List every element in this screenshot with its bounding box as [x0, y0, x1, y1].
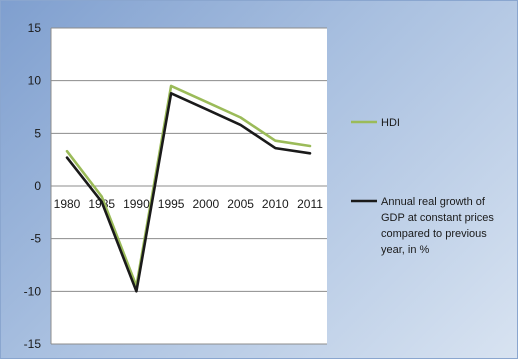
- x-tick-label: 2000: [193, 197, 220, 211]
- x-tick-label: 2010: [262, 197, 289, 211]
- y-tick-label: -10: [24, 284, 42, 298]
- legend-label-1-line: Annual real growth of: [381, 196, 486, 208]
- y-tick-label: 5: [34, 126, 41, 140]
- legend-label-1-line: year, in %: [381, 244, 430, 256]
- series-layer: [65, 84, 312, 293]
- legend-label-1-line: compared to previous: [381, 228, 487, 240]
- series-line-1: [65, 92, 312, 293]
- series-line-0: [65, 84, 312, 288]
- x-tick-label: 2011: [297, 197, 323, 211]
- y-tick-label: 10: [28, 74, 42, 88]
- legend-label-1-line: GDP at constant prices: [381, 212, 494, 224]
- legend: HDI Annual real growth of GDP at constant …: [351, 117, 494, 256]
- y-tick-label: 0: [34, 179, 41, 193]
- y-tick-label: -5: [30, 232, 41, 246]
- legend-label-0: HDI: [381, 117, 400, 129]
- grid-layer: [51, 27, 327, 345]
- y-tick-label: 15: [28, 21, 42, 35]
- x-tick-label: 1995: [158, 197, 185, 211]
- x-tick-label: 1980: [54, 197, 81, 211]
- y-tick-label: -15: [24, 337, 42, 351]
- x-tick-label: 1990: [123, 197, 150, 211]
- x-tick-label: 2005: [227, 197, 254, 211]
